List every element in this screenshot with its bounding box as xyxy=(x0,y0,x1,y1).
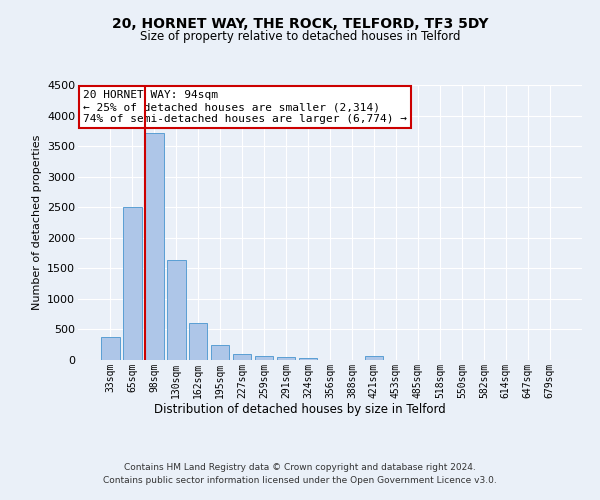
Text: Contains HM Land Registry data © Crown copyright and database right 2024.: Contains HM Land Registry data © Crown c… xyxy=(124,462,476,471)
Bar xyxy=(211,346,229,360)
Bar xyxy=(277,357,295,360)
Bar xyxy=(123,207,142,360)
Text: Contains public sector information licensed under the Open Government Licence v3: Contains public sector information licen… xyxy=(103,476,497,485)
Text: 20 HORNET WAY: 94sqm
← 25% of detached houses are smaller (2,314)
74% of semi-de: 20 HORNET WAY: 94sqm ← 25% of detached h… xyxy=(83,90,407,124)
Bar xyxy=(299,358,317,360)
Bar xyxy=(167,260,185,360)
Text: Distribution of detached houses by size in Telford: Distribution of detached houses by size … xyxy=(154,402,446,415)
Text: Size of property relative to detached houses in Telford: Size of property relative to detached ho… xyxy=(140,30,460,43)
Bar xyxy=(255,356,274,360)
Bar xyxy=(189,324,208,360)
Bar xyxy=(365,356,383,360)
Bar xyxy=(233,354,251,360)
Bar xyxy=(145,132,164,360)
Y-axis label: Number of detached properties: Number of detached properties xyxy=(32,135,41,310)
Text: 20, HORNET WAY, THE ROCK, TELFORD, TF3 5DY: 20, HORNET WAY, THE ROCK, TELFORD, TF3 5… xyxy=(112,18,488,32)
Bar xyxy=(101,337,119,360)
